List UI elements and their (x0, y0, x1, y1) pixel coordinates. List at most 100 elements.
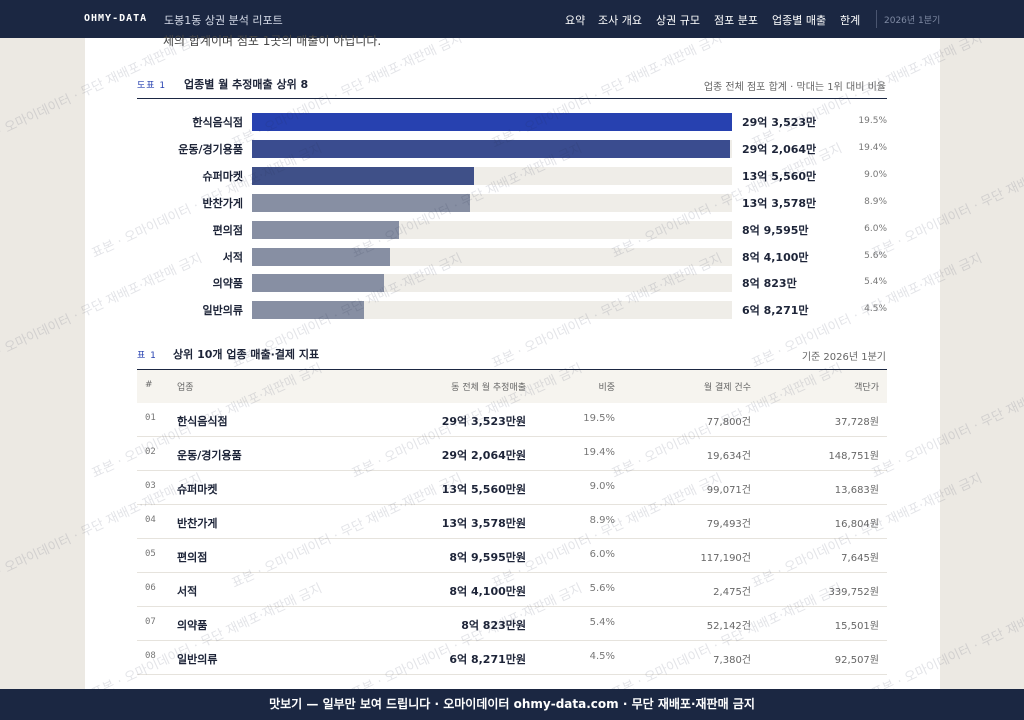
table-cell: 7,380건 (713, 655, 751, 666)
table-cell: 29억 2,064만원 (441, 449, 526, 462)
column-header: 업종 (177, 383, 194, 393)
table-cell: 01 (145, 413, 156, 423)
table-cell: 8억 4,100만원 (449, 585, 526, 598)
share-label: 6.0% (864, 223, 887, 234)
table-cell: 19,634건 (706, 451, 751, 462)
row-divider (137, 674, 887, 675)
category-label: 서적 (222, 250, 243, 264)
table-cell: 02 (145, 447, 156, 457)
bar (252, 166, 474, 185)
share-label: 9.0% (864, 169, 887, 180)
table-cell: 8억 823만원 (461, 619, 526, 632)
table-cell: 04 (145, 515, 156, 525)
category-label: 의약품 (212, 277, 243, 291)
figure-note: 업종 전체 점포 합계 · 막대는 1위 대비 비율 (703, 82, 886, 93)
value-label: 29억 2,064만 (742, 142, 817, 156)
bar (252, 274, 385, 293)
column-header: 객단가 (854, 383, 879, 393)
figure-label: 도표 1 (137, 81, 167, 91)
table-cell: 52,142건 (706, 621, 751, 632)
table-cell: 03 (145, 481, 156, 491)
table-cell: 117,190건 (700, 553, 751, 564)
category-label: 반찬가게 (202, 196, 243, 210)
share-label: 19.5% (858, 116, 887, 126)
table-cell: 77,800건 (706, 417, 751, 428)
bar (252, 220, 399, 239)
table-cell: 한식음식점 (177, 415, 228, 428)
table-cell: 79,493건 (706, 519, 751, 530)
table-cell: 07 (145, 617, 156, 627)
table-cell: 19.5% (583, 413, 615, 424)
category-label: 일반의류 (202, 304, 243, 318)
table-cell: 슈퍼마켓 (177, 483, 218, 496)
table-cell: 편의점 (177, 551, 208, 564)
nav-link[interactable]: 업종별 매출 (772, 14, 827, 27)
table-cell: 의약품 (177, 619, 208, 632)
table-title: 상위 10개 업종 매출·결제 지표 (173, 348, 320, 361)
table-cell: 05 (145, 549, 156, 559)
value-label: 8억 4,100만 (742, 250, 809, 264)
value-label: 8억 9,595만 (742, 223, 809, 237)
row-divider (137, 470, 887, 471)
share-label: 5.4% (864, 277, 887, 288)
table-cell: 2,475건 (713, 587, 751, 598)
row-divider (137, 538, 887, 539)
table-cell: 8억 9,595만원 (449, 551, 526, 564)
table-cell: 92,507원 (834, 655, 879, 666)
table-cell: 15,501원 (834, 621, 879, 632)
nav-link[interactable]: 요약 (565, 14, 586, 27)
table-cell: 06 (145, 583, 156, 593)
bar (252, 247, 390, 266)
row-divider (137, 640, 887, 641)
table-header-row (137, 369, 887, 403)
category-label: 슈퍼마켓 (202, 169, 243, 183)
table-cell: 서적 (177, 585, 198, 598)
table-cell: 19.4% (583, 447, 615, 458)
bar (252, 301, 364, 320)
nav-link[interactable]: 조사 개요 (598, 14, 642, 27)
brand[interactable]: OHMY-DATA (84, 13, 148, 24)
table-cell: 339,752원 (828, 587, 879, 598)
report-title: 도봉1동 상권 분석 리포트 (164, 14, 283, 27)
table-cell: 16,804원 (834, 519, 879, 530)
table-cell: 148,751원 (828, 451, 879, 462)
period: 2026년 1분기 (884, 16, 941, 26)
figure-title: 업종별 월 추정매출 상위 8 (184, 78, 309, 91)
share-label: 4.5% (864, 304, 887, 315)
value-label: 29억 3,523만 (742, 116, 817, 129)
footer-banner: 맛보기 — 일부만 보여 드립니다 · 오마이데이터 ohmy-data.com… (0, 689, 1024, 720)
table-note: 기준 2026년 1분기 (801, 352, 886, 363)
table-cell: 99,071건 (706, 485, 751, 496)
nav-link[interactable]: 점포 분포 (714, 14, 758, 27)
table-cell: 29억 3,523만원 (441, 415, 526, 428)
nav-link[interactable]: 상권 규모 (656, 14, 700, 27)
table-cell: 5.4% (589, 617, 615, 628)
column-header: # (145, 380, 153, 390)
nav-link[interactable]: 한계 (840, 14, 861, 27)
row-divider (137, 504, 887, 505)
bar (252, 193, 471, 212)
table-cell: 4.5% (589, 651, 615, 662)
share-label: 8.9% (864, 196, 887, 207)
table-cell: 13,683원 (834, 485, 879, 496)
table-cell: 08 (145, 651, 156, 661)
table-cell: 13억 3,578만원 (441, 517, 526, 530)
bar (252, 113, 732, 131)
share-label: 5.6% (864, 250, 887, 261)
table-cell: 37,728원 (834, 417, 879, 428)
row-divider (137, 436, 887, 437)
category-label: 한식음식점 (192, 116, 243, 129)
value-label: 8억 823만 (742, 277, 797, 291)
row-divider (137, 606, 887, 607)
table-cell: 6억 8,271만원 (449, 653, 526, 666)
bar (252, 139, 730, 158)
table-cell: 운동/경기용품 (177, 449, 242, 462)
column-header: 월 결제 건수 (703, 383, 751, 393)
table-cell: 반찬가게 (177, 517, 218, 530)
row-divider (137, 572, 887, 573)
share-label: 19.4% (858, 142, 887, 153)
column-header: 동 전체 월 추정매출 (451, 383, 526, 393)
category-label: 편의점 (212, 223, 243, 237)
value-label: 13억 5,560만 (742, 169, 817, 183)
